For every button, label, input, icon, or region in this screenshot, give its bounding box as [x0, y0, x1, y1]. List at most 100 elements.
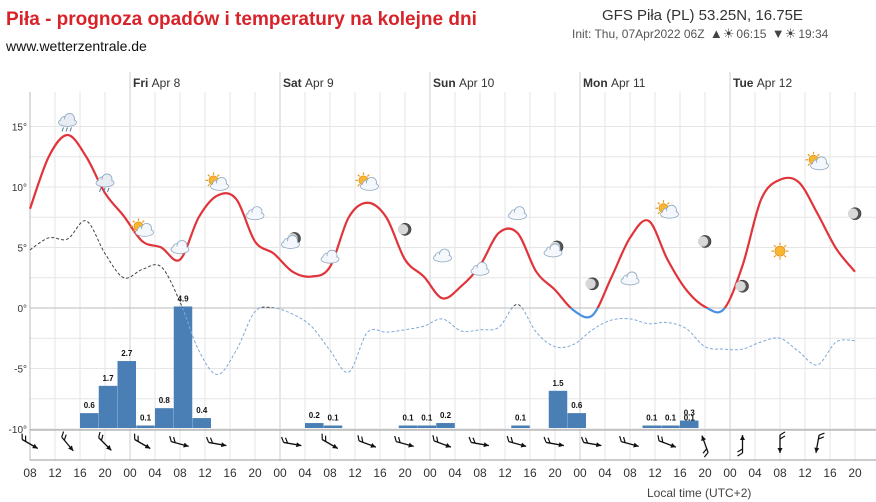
temperature-line-below-zero: [569, 308, 727, 319]
sun-cloud-icon: [130, 218, 154, 237]
sunrise-time: 06:15: [736, 27, 767, 41]
sun-icon: [771, 242, 789, 260]
x-tick-label: 16: [823, 466, 837, 480]
precip-label: 1.7: [102, 374, 114, 383]
precip-bar: [680, 420, 699, 428]
precip-label: 0.1: [421, 414, 433, 423]
cloud-icon: [245, 206, 265, 221]
x-tick-label: 08: [473, 466, 487, 480]
x-tick-label: 12: [498, 466, 512, 480]
precip-bar: [173, 306, 193, 428]
rain-cloud-icon: [58, 113, 77, 132]
cloud-icon: [508, 206, 527, 221]
moon-icon: [397, 223, 412, 236]
precip-label: 0.1: [684, 414, 696, 423]
x-axis-ticks: 08 12 16 20 00 04 08 12 16 20 00 04 08 12 16 20 00 04 08 12…: [23, 466, 862, 480]
x-tick-label: 16: [523, 466, 537, 480]
x-tick-label: 08: [773, 466, 787, 480]
wind-barb-icon: [701, 435, 709, 458]
precip-bar: [80, 413, 99, 428]
wind-barb-icon: [321, 433, 339, 450]
precip-label: 0.1: [646, 414, 658, 423]
wind-barb-icon: [619, 435, 639, 448]
model-location: GFS Piła (PL) 53.25N, 16.75E: [602, 7, 803, 24]
x-tick-label: 00: [573, 466, 587, 480]
init-label: Init: Thu, 07Apr2022 06Z: [572, 27, 705, 41]
x-tick-label: 04: [598, 466, 612, 480]
x-tick-label: 08: [173, 466, 187, 480]
y-tick-label: -5°: [14, 365, 27, 376]
precip-label: 0.6: [84, 401, 96, 410]
day-label-sat: Sat Apr 9: [283, 76, 334, 90]
x-tick-label: 20: [548, 466, 562, 480]
y-tick-label: 0°: [17, 304, 27, 315]
x-tick-label: 12: [198, 466, 212, 480]
x-tick-label: 16: [223, 466, 237, 480]
precip-bar: [136, 425, 155, 428]
y-tick-label: -10°: [9, 425, 27, 436]
y-tick-label: 5°: [17, 244, 27, 255]
x-tick-label: 20: [698, 466, 712, 480]
rain-cloud-icon: [95, 173, 115, 193]
x-tick-label: 16: [373, 466, 387, 480]
x-tick-label: 04: [148, 466, 162, 480]
x-tick-label: 00: [273, 466, 287, 480]
precip-label: 0.1: [327, 414, 339, 423]
precip-label: 0.8: [159, 396, 171, 405]
wind-barb-icon: [506, 435, 527, 448]
init-info: Init: Thu, 07Apr2022 06Z ▲☀ 06:15 ▼☀ 19:34: [572, 26, 828, 42]
wind-barb-icon: [543, 436, 564, 448]
x-tick-label: 12: [348, 466, 362, 480]
precip-bar: [661, 425, 680, 428]
day-labels: Fri Apr 8 Sat Apr 9 Sun Apr 10 Mon Apr 11 Tu…: [133, 76, 792, 90]
sun-cloud-icon: [805, 151, 829, 171]
wind-barb-icon: [432, 435, 452, 448]
x-tick-label: 20: [398, 466, 412, 480]
cloud-icon: [320, 249, 340, 264]
temperature-series: [28, 133, 856, 319]
x-axis-title: Local time (UTC+2): [647, 486, 751, 500]
wind-barb-icon: [580, 436, 602, 448]
y-axis-ticks: 15° 10° 5° 0° -5° -10°: [9, 123, 27, 437]
precip-bar: [117, 361, 136, 428]
cloud-icon: [620, 271, 640, 286]
x-tick-label: 12: [48, 466, 62, 480]
precip-bar: [323, 425, 343, 428]
x-tick-label: 00: [723, 466, 737, 480]
cloud-icon: [433, 248, 452, 263]
precip-label: 0.1: [515, 414, 527, 423]
day-label-sun: Sun Apr 10: [433, 76, 495, 90]
precip-label: 0.2: [309, 411, 321, 420]
source-site: www.wetterzentrale.de: [6, 38, 147, 54]
precip-label: 1.5: [552, 379, 564, 388]
precip-bar: [305, 423, 324, 428]
precip-bar: [155, 408, 174, 428]
precip-bar: [417, 425, 436, 428]
wind-barb-icon: [357, 435, 377, 448]
wind-barb-icon: [280, 436, 302, 448]
x-tick-label: 00: [123, 466, 137, 480]
sun-cloud-icon: [355, 172, 379, 191]
sunrise-icon: ▲☀: [709, 26, 735, 41]
dewpoint-line-below-zero: [181, 308, 856, 376]
x-tick-label: 12: [648, 466, 662, 480]
precip-label: 0.2: [440, 411, 452, 420]
precip-bar: [98, 385, 118, 428]
x-tick-label: 16: [73, 466, 87, 480]
precip-bar: [511, 425, 530, 428]
wind-barb-icon: [657, 435, 677, 448]
wind-barb-icon: [134, 433, 151, 450]
precip-bar: [398, 425, 418, 428]
day-label-fri: Fri Apr 8: [133, 76, 181, 90]
precip-label: 0.1: [140, 414, 152, 423]
cloud-icon: [470, 261, 490, 276]
cloud-icon: [170, 240, 190, 254]
x-tick-label: 08: [23, 466, 37, 480]
wind-barb-icon: [61, 431, 74, 452]
precip-bar: [548, 390, 568, 428]
x-tick-label: 08: [623, 466, 637, 480]
day-label-mon: Mon Apr 11: [583, 76, 646, 90]
wind-barb-icon: [394, 435, 414, 448]
x-tick-label: 04: [298, 466, 312, 480]
